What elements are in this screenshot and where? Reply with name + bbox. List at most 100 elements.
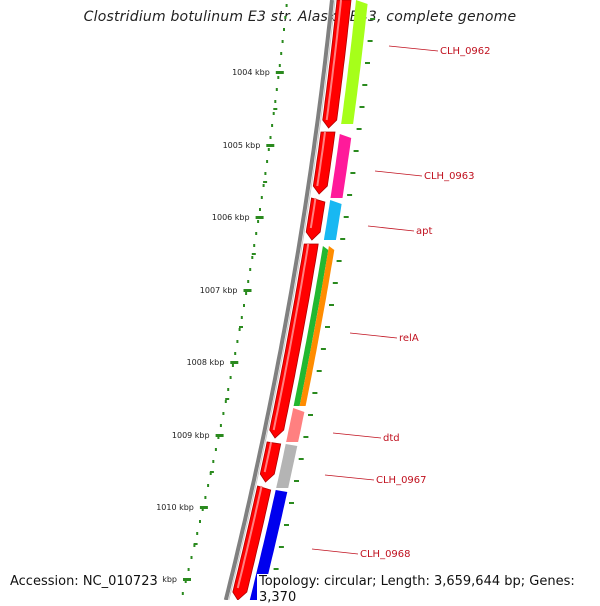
inner-tick <box>370 18 376 20</box>
minor-tick <box>225 398 230 400</box>
gene-label-leader <box>374 170 423 177</box>
bp-dot <box>247 280 250 283</box>
tick-mark <box>215 434 224 437</box>
bp-dot <box>257 220 260 223</box>
gene-label-apt: apt <box>416 226 432 237</box>
bp-dot <box>217 436 220 439</box>
backbone-track <box>223 0 336 600</box>
gene-block-CLH_0963 <box>330 134 352 198</box>
cds-arrow-track <box>232 0 352 600</box>
inner-tick <box>332 282 338 284</box>
bp-dot <box>264 172 267 175</box>
bp-dot <box>266 160 269 163</box>
bp-dot <box>209 472 212 475</box>
tick-label: 1006 kbp <box>212 213 250 222</box>
gene-block-CLH_0968 <box>249 490 288 600</box>
backbone-highlight <box>228 0 336 600</box>
gene-label-CLH_0967: CLH_0967 <box>376 475 427 486</box>
cds-arrow <box>305 197 326 241</box>
bp-dot <box>262 184 265 187</box>
minor-tick <box>193 543 198 545</box>
bp-dot <box>196 532 199 535</box>
bp-dot <box>269 136 272 139</box>
inner-tick <box>325 326 330 328</box>
bp-dot <box>240 316 243 319</box>
bp-dot <box>274 100 277 103</box>
bp-dot <box>284 16 287 19</box>
backbone-line <box>223 0 334 600</box>
bp-dot <box>224 400 227 403</box>
gene-label-leader <box>324 474 375 481</box>
tick-mark <box>183 578 191 581</box>
gene-label-CLH_0963: CLH_0963 <box>424 171 475 182</box>
bp-dot <box>238 328 241 331</box>
inner-tick <box>329 304 334 306</box>
bp-dot <box>277 76 280 79</box>
gene-label-leader <box>388 45 439 52</box>
gene-label-CLH_0962: CLH_0962 <box>440 46 491 57</box>
bp-dot <box>280 52 283 55</box>
inner-tick <box>356 128 362 130</box>
gene-label-relA: relA <box>399 333 419 344</box>
minor-tick <box>239 326 243 328</box>
tick-label: 1004 kbp <box>232 68 270 77</box>
cds-arrow-shine <box>309 197 317 229</box>
gene-label-CLH_0968: CLH_0968 <box>360 549 411 560</box>
minor-tick <box>209 471 214 473</box>
minor-tick <box>263 181 268 183</box>
inner-tick <box>273 568 279 570</box>
bp-dot <box>275 88 278 91</box>
bp-dot <box>255 232 258 235</box>
bp-dot <box>190 556 193 559</box>
bp-dot <box>283 28 285 31</box>
cds-arrow-shine <box>263 441 273 473</box>
inner-tick <box>289 502 294 504</box>
gene-block-CLH_0967 <box>276 444 298 488</box>
gene-feature-track <box>249 0 368 600</box>
inner-tick <box>350 172 356 174</box>
cds-arrow-shine <box>316 131 326 187</box>
bp-dot <box>201 508 204 511</box>
gene-label-leader <box>311 548 359 555</box>
accession-text: Accession: NC_010723 <box>8 574 160 590</box>
inner-tick <box>367 40 373 42</box>
inner-tick <box>336 260 342 262</box>
minor-tick <box>251 253 256 255</box>
bp-dot <box>193 544 196 547</box>
tick-label: 1005 kbp <box>223 141 261 150</box>
bp-dot <box>234 352 237 355</box>
bp-dot <box>249 268 252 271</box>
bp-dot <box>259 208 261 211</box>
inner-tick <box>365 62 370 64</box>
genome-summary-text: Topology: circular; Length: 3,659,644 bp… <box>257 574 600 606</box>
inner-tick <box>353 150 359 152</box>
bp-dot <box>219 424 222 427</box>
inner-tick <box>278 546 284 548</box>
bp-dot <box>260 196 263 199</box>
inner-tick <box>359 106 365 108</box>
inner-tick <box>312 392 318 394</box>
tick-mark <box>275 71 284 74</box>
bp-dot <box>227 388 230 391</box>
bp-dot <box>229 376 232 379</box>
tick-label: 1008 kbp <box>187 358 225 367</box>
gene-block-CLH_0962 <box>341 0 368 124</box>
tick-mark <box>230 361 239 364</box>
gene-block-apt <box>323 200 342 240</box>
bp-dot <box>187 568 190 571</box>
bp-dot-track <box>181 4 288 595</box>
tick-mark <box>243 289 252 292</box>
cds-arrow-shine <box>325 0 342 121</box>
inner-tick <box>362 84 368 86</box>
bp-dot <box>184 580 187 583</box>
gene-block-relA <box>293 246 329 406</box>
inner-tick <box>284 524 289 526</box>
bp-dot <box>236 340 239 343</box>
bp-dot <box>281 40 284 43</box>
inner-tick <box>343 216 349 218</box>
tick-mark <box>266 144 275 147</box>
gene-label-dtd: dtd <box>383 433 400 444</box>
tick-label: 1007 kbp <box>200 286 238 295</box>
gene-block-dtd <box>286 408 305 442</box>
